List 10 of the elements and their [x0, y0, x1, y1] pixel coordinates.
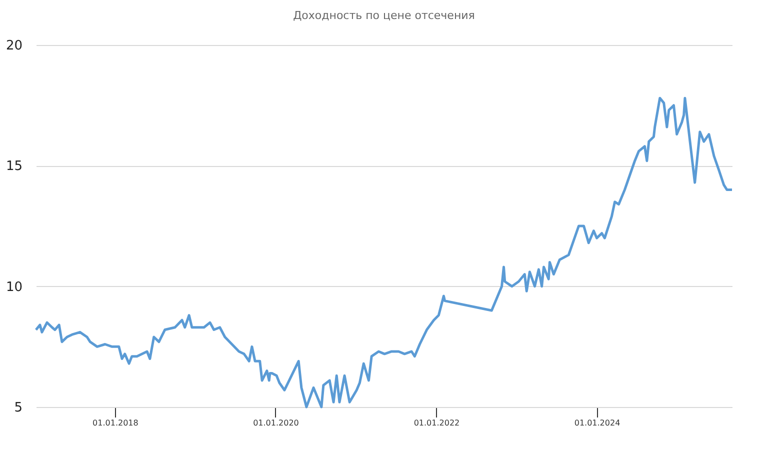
x-tick-label: 01.01.2018: [92, 418, 138, 428]
x-tick-label: 01.01.2024: [574, 418, 620, 428]
x-tick-label: 01.01.2022: [414, 418, 460, 428]
chart-title: Доходность по цене отсечения: [293, 9, 475, 22]
y-tick-label: 10: [6, 280, 22, 295]
y-tick-label: 5: [14, 400, 22, 416]
line-series: [34, 96, 734, 408]
y-tick-label: 15: [6, 159, 22, 174]
y-tick-label: 20: [6, 38, 22, 54]
x-tick-label: 01.01.2020: [253, 418, 299, 428]
